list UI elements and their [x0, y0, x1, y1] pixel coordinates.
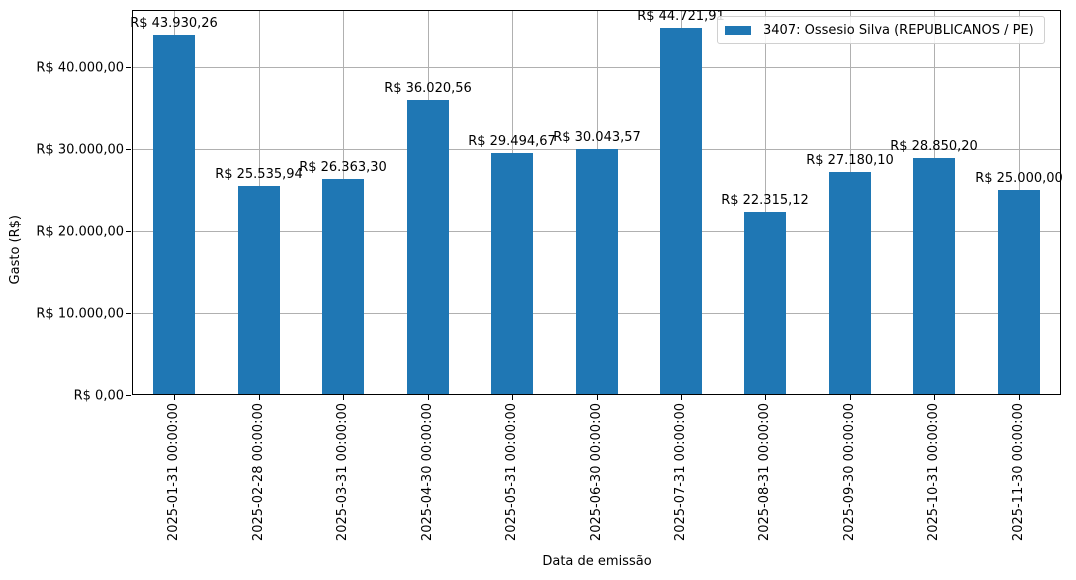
y-tick-label: R$ 10.000,00 [36, 306, 124, 322]
x-tick-label: 2025-05-31 00:00:00 [504, 403, 519, 542]
y-tick-mark [126, 395, 131, 396]
bar-value-label: R$ 28.850,20 [890, 139, 978, 155]
y-tick-label: R$ 30.000,00 [36, 142, 124, 158]
x-tick-label: 2025-09-30 00:00:00 [842, 403, 857, 542]
gridline-vertical [765, 10, 766, 395]
x-tick-mark [850, 395, 851, 400]
y-tick-mark [126, 149, 131, 150]
bar [238, 185, 280, 395]
x-tick-mark [934, 395, 935, 400]
y-axis-label: Gasto (R$) [8, 215, 23, 285]
x-tick-label: 2025-04-30 00:00:00 [420, 403, 435, 542]
x-tick-label: 2025-10-31 00:00:00 [926, 403, 941, 542]
bar [829, 172, 871, 395]
x-tick-mark [512, 395, 513, 400]
plot-area [132, 10, 1061, 395]
bar-value-label: R$ 22.315,12 [721, 193, 809, 209]
bar [322, 178, 364, 395]
bar-value-label: R$ 26.363,30 [299, 159, 387, 175]
x-tick-mark [597, 395, 598, 400]
y-tick-label: R$ 0,00 [73, 388, 124, 404]
x-tick-label: 2025-01-31 00:00:00 [166, 403, 181, 542]
x-tick-label: 2025-03-31 00:00:00 [335, 403, 350, 542]
y-tick-label: R$ 20.000,00 [36, 224, 124, 240]
x-tick-label: 2025-07-31 00:00:00 [673, 403, 688, 542]
y-tick-mark [126, 231, 131, 232]
x-tick-mark [681, 395, 682, 400]
y-tick-label: R$ 40.000,00 [36, 60, 124, 76]
x-tick-label: 2025-02-28 00:00:00 [251, 403, 266, 542]
x-axis-label: Data de emissão [542, 554, 652, 569]
x-tick-mark [1019, 395, 1020, 400]
bar [660, 28, 702, 395]
x-tick-mark [765, 395, 766, 400]
bar [998, 190, 1040, 395]
bar [744, 212, 786, 395]
bar [913, 158, 955, 395]
x-tick-label: 2025-08-31 00:00:00 [757, 403, 772, 542]
bar-value-label: R$ 25.535,94 [215, 166, 303, 182]
bar-value-label: R$ 25.000,00 [975, 171, 1063, 186]
bar [491, 153, 533, 395]
x-tick-mark [259, 395, 260, 400]
bar-value-label: R$ 30.043,57 [553, 129, 641, 145]
legend: 3407: Ossesio Silva (REPUBLICANOS / PE) [717, 16, 1045, 44]
legend-label: 3407: Ossesio Silva (REPUBLICANOS / PE) [763, 22, 1034, 38]
bar [407, 99, 449, 395]
bar [153, 34, 195, 395]
x-tick-label: 2025-06-30 00:00:00 [589, 403, 604, 542]
gridline-horizontal [132, 67, 1061, 68]
y-tick-mark [126, 67, 131, 68]
bar-value-label: R$ 36.020,56 [384, 80, 472, 96]
bar-value-label: R$ 43.930,26 [130, 15, 218, 31]
legend-swatch [725, 25, 751, 35]
bar-value-label: R$ 44.721,91 [637, 9, 725, 25]
bar-value-label: R$ 27.180,10 [806, 153, 894, 169]
bar [576, 148, 618, 395]
x-tick-mark [428, 395, 429, 400]
x-tick-mark [174, 395, 175, 400]
bar-value-label: R$ 29.494,67 [468, 134, 556, 150]
x-tick-mark [343, 395, 344, 400]
y-tick-mark [126, 313, 131, 314]
x-tick-label: 2025-11-30 00:00:00 [1011, 403, 1026, 542]
